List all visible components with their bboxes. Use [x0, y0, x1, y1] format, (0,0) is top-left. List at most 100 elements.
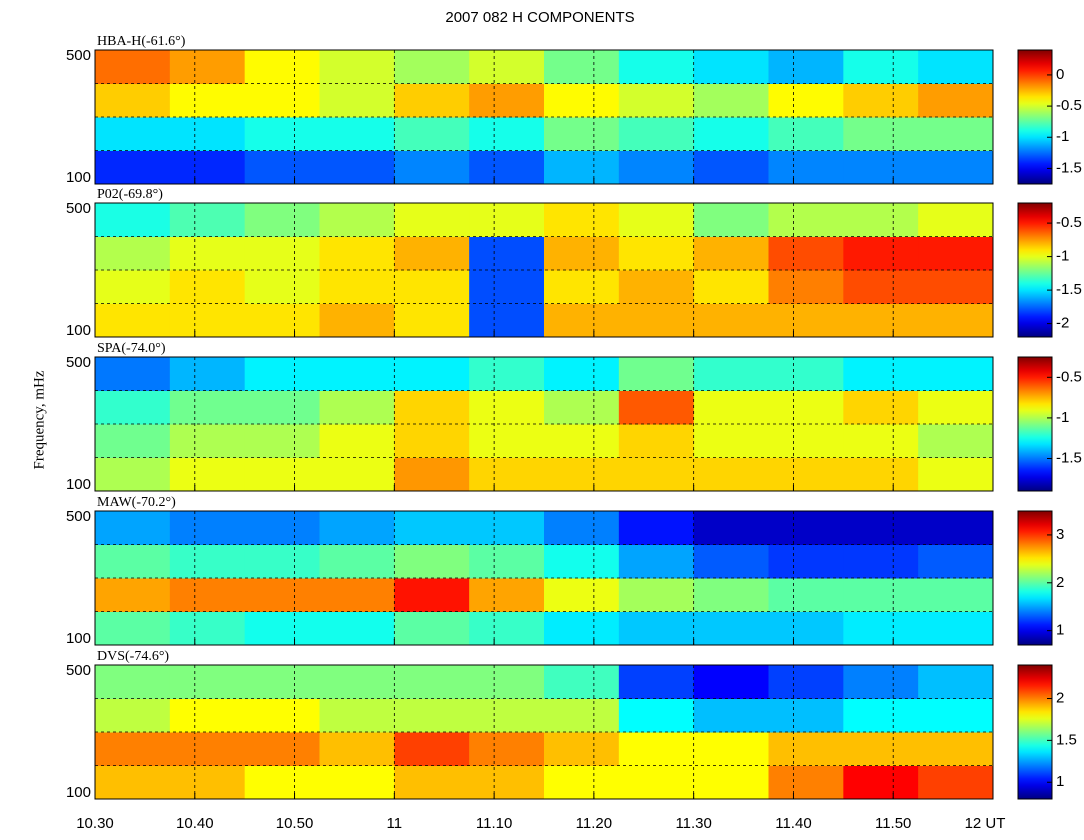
heatmap-cell	[544, 117, 619, 151]
colorbar-tick-label: -1	[1056, 248, 1069, 265]
heatmap-cell	[769, 699, 844, 733]
y-tick-label: 500	[66, 354, 91, 371]
heatmap-cell	[918, 304, 993, 338]
heatmap-cell	[469, 304, 544, 338]
heatmap-cell	[394, 50, 469, 84]
heatmap-cell	[95, 151, 170, 185]
heatmap-cell	[544, 84, 619, 118]
colorbar-tick-label: -1.5	[1056, 281, 1082, 298]
heatmap-cell	[843, 612, 918, 646]
heatmap-cell	[170, 270, 245, 304]
heatmap-cell	[843, 270, 918, 304]
colorbar-tick-label: -2	[1056, 315, 1069, 332]
heatmap-cell	[245, 203, 320, 237]
y-tick-label: 500	[66, 508, 91, 525]
heatmap-cell	[170, 50, 245, 84]
heatmap-cell	[843, 578, 918, 612]
heatmap-cell	[544, 237, 619, 271]
heatmap-cell	[245, 458, 320, 492]
heatmap-cell	[170, 424, 245, 458]
heatmap-cell	[619, 84, 694, 118]
heatmap-cell	[469, 699, 544, 733]
heatmap-cell	[170, 237, 245, 271]
y-tick-label: 100	[66, 476, 91, 493]
heatmap-cell	[245, 117, 320, 151]
heatmap-cell	[694, 357, 769, 391]
heatmap-cell	[769, 578, 844, 612]
heatmap-cell	[95, 545, 170, 579]
heatmap-cell	[245, 424, 320, 458]
heatmap-cell	[769, 357, 844, 391]
x-tick-label: 11.40	[775, 815, 811, 832]
heatmap-cell	[694, 117, 769, 151]
heatmap-cell	[843, 391, 918, 425]
heatmap-cell	[619, 766, 694, 800]
heatmap-cell	[320, 357, 395, 391]
y-axis-label: Frequency, mHz	[31, 370, 47, 469]
heatmap-cell	[544, 545, 619, 579]
heatmap-cell	[843, 545, 918, 579]
heatmap-cell	[95, 203, 170, 237]
heatmap-cell	[619, 732, 694, 766]
heatmap-cell	[245, 766, 320, 800]
heatmap-cell	[469, 117, 544, 151]
heatmap-cell	[694, 511, 769, 545]
heatmap-cell	[170, 511, 245, 545]
heatmap-cell	[95, 391, 170, 425]
heatmap-cell	[320, 732, 395, 766]
heatmap-cell	[394, 732, 469, 766]
heatmap-cell	[544, 270, 619, 304]
heatmap-cell	[245, 50, 320, 84]
heatmap-cell	[918, 270, 993, 304]
heatmap-cell	[320, 699, 395, 733]
heatmap-cell	[394, 424, 469, 458]
heatmap-cell	[394, 117, 469, 151]
heatmap-cell	[694, 766, 769, 800]
y-tick-label: 100	[66, 169, 91, 186]
colorbar-tick-label: -0.5	[1056, 97, 1082, 114]
heatmap-cell	[245, 732, 320, 766]
figure-title: 2007 082 H COMPONENTS	[445, 9, 634, 26]
colorbar-tick-label: 2	[1056, 574, 1064, 591]
heatmap-cell	[170, 766, 245, 800]
heatmap-cell	[694, 545, 769, 579]
heatmap-cell	[544, 732, 619, 766]
heatmap-cell	[394, 391, 469, 425]
heatmap-cell	[469, 270, 544, 304]
colorbar	[1018, 357, 1052, 491]
colorbar-tick-label: -1	[1056, 409, 1069, 426]
heatmap-cell	[95, 117, 170, 151]
heatmap-cell	[394, 766, 469, 800]
heatmap-cell	[469, 357, 544, 391]
heatmap-cell	[769, 270, 844, 304]
heatmap-cell	[843, 304, 918, 338]
heatmap-cell	[918, 665, 993, 699]
heatmap-cell	[769, 458, 844, 492]
x-tick-label: 11.30	[675, 815, 711, 832]
heatmap-cell	[918, 203, 993, 237]
heatmap-cell	[694, 203, 769, 237]
heatmap-cell	[320, 578, 395, 612]
heatmap-cell	[843, 424, 918, 458]
heatmap-cell	[619, 545, 694, 579]
heatmap-cell	[843, 732, 918, 766]
heatmap-cell	[619, 203, 694, 237]
heatmap-cell	[394, 511, 469, 545]
x-tick-label: 10.30	[76, 815, 114, 832]
heatmap-cell	[769, 732, 844, 766]
panel-title: MAW(-70.2°)	[97, 495, 176, 510]
heatmap-cell	[394, 237, 469, 271]
panel-title: SPA(-74.0°)	[97, 341, 166, 356]
y-tick-label: 100	[66, 784, 91, 801]
heatmap-cell	[245, 511, 320, 545]
x-tick-label: 11.20	[576, 815, 612, 832]
heatmap-cell	[469, 50, 544, 84]
colorbar-tick-label: -0.5	[1056, 368, 1082, 385]
heatmap-cell	[170, 732, 245, 766]
x-tick-label: 12 UT	[965, 815, 1006, 832]
heatmap-cell	[245, 151, 320, 185]
heatmap-cell	[694, 50, 769, 84]
heatmap-cell	[619, 357, 694, 391]
y-tick-label: 500	[66, 662, 91, 679]
heatmap-cell	[95, 612, 170, 646]
